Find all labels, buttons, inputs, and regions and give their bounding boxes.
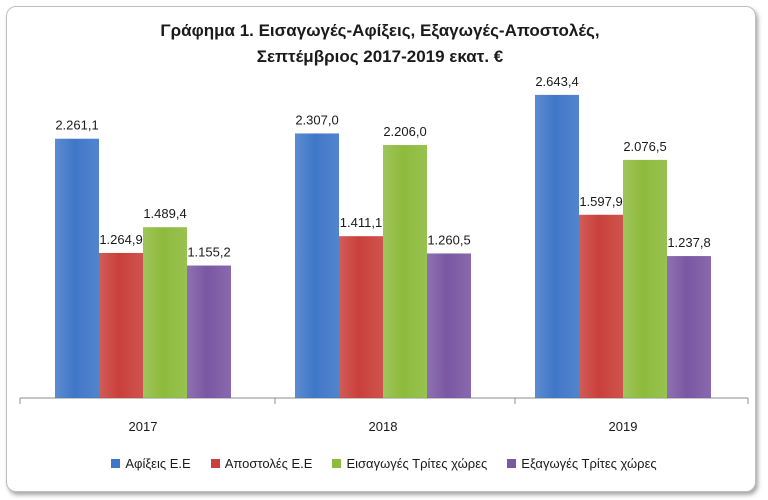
data-label-afixeis-2017: 2.261,1 (55, 118, 98, 133)
bar-apostoles-2017 (99, 252, 143, 398)
legend-swatch-afixeis (111, 459, 121, 468)
chart-title-line-2: Σεπτέμβριος 2017-2019 εκατ. € (256, 47, 504, 66)
bar-eisagoges-2017 (143, 227, 187, 398)
legend-swatch-apostoles (210, 459, 220, 468)
data-label-exagoges-2019: 1.237,8 (667, 235, 710, 250)
legend-item-eisagoges: Εισαγωγές Τρίτες χώρες (332, 456, 487, 471)
data-label-afixeis-2019: 2.643,4 (535, 74, 578, 89)
legend-swatch-eisagoges (332, 459, 342, 468)
x-tick-label-2017: 2017 (129, 419, 158, 434)
bar-exagoges-2019 (667, 256, 711, 398)
bar-apostoles-2018 (339, 236, 383, 398)
data-label-eisagoges-2018: 2.206,0 (383, 124, 426, 139)
x-tick-label-2018: 2018 (369, 419, 398, 434)
data-label-exagoges-2017: 1.155,2 (187, 245, 230, 260)
bar-afixeis-2018 (295, 133, 339, 399)
bar-afixeis-2017 (55, 138, 99, 398)
chart-title: Γράφημα 1. Εισαγωγές-Αφίξεις, Εξαγωγές-Α… (0, 18, 760, 70)
legend-label-apostoles: Αποστολές Ε.Ε (224, 456, 313, 471)
chart-title-line-1: Γράφημα 1. Εισαγωγές-Αφίξεις, Εξαγωγές-Α… (160, 21, 600, 40)
data-label-apostoles-2017: 1.264,9 (99, 232, 142, 247)
legend-label-eisagoges: Εισαγωγές Τρίτες χώρες (346, 456, 488, 471)
bar-eisagoges-2019 (623, 159, 667, 398)
legend-item-exagoges: Εξαγωγές Τρίτες χώρες (507, 456, 657, 471)
data-label-exagoges-2018: 1.260,5 (427, 232, 470, 247)
legend: Αφίξεις Ε.Ε Αποστολές Ε.Ε Εισαγωγές Τρίτ… (0, 456, 768, 471)
bar-apostoles-2019 (579, 214, 623, 398)
data-label-afixeis-2018: 2.307,0 (295, 112, 338, 127)
legend-swatch-exagoges (507, 459, 517, 468)
bar-exagoges-2017 (187, 265, 231, 398)
legend-item-afixeis: Αφίξεις Ε.Ε (111, 456, 191, 471)
bar-exagoges-2018 (427, 253, 471, 398)
data-label-apostoles-2018: 1.411,1 (340, 215, 382, 230)
x-tick-label-2019: 2019 (609, 419, 638, 434)
legend-label-afixeis: Αφίξεις Ε.Ε (125, 456, 191, 471)
data-label-apostoles-2019: 1.597,9 (579, 194, 622, 209)
bar-afixeis-2019 (535, 94, 579, 398)
data-label-eisagoges-2017: 1.489,4 (143, 206, 186, 221)
bar-eisagoges-2018 (383, 145, 427, 398)
legend-item-apostoles: Αποστολές Ε.Ε (210, 456, 313, 471)
legend-label-exagoges: Εξαγωγές Τρίτες χώρες (521, 456, 657, 471)
data-label-eisagoges-2019: 2.076,5 (623, 139, 666, 154)
